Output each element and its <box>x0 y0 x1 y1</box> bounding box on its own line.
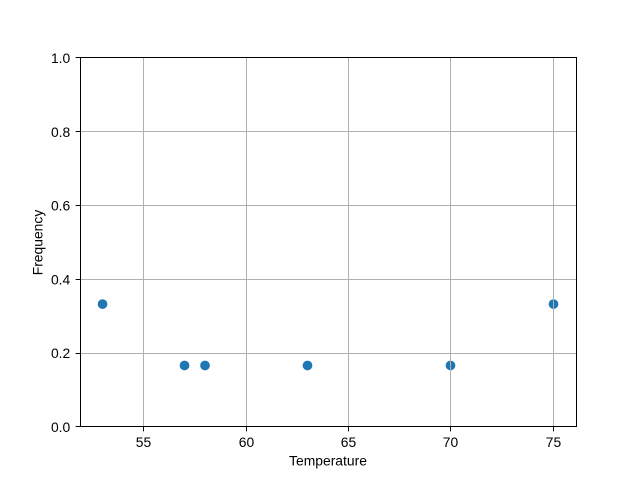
svg-text:Temperature: Temperature <box>289 452 367 468</box>
svg-text:55: 55 <box>136 434 152 450</box>
svg-text:60: 60 <box>239 434 255 450</box>
svg-text:70: 70 <box>443 434 459 450</box>
svg-text:0.8: 0.8 <box>51 124 71 140</box>
svg-text:0.6: 0.6 <box>51 198 71 214</box>
svg-text:65: 65 <box>341 434 357 450</box>
svg-text:75: 75 <box>546 434 562 450</box>
svg-text:1.0: 1.0 <box>51 50 71 66</box>
svg-text:0.0: 0.0 <box>51 419 71 435</box>
svg-text:0.4: 0.4 <box>51 271 71 287</box>
svg-text:0.2: 0.2 <box>51 345 71 361</box>
svg-text:Frequency: Frequency <box>30 210 46 276</box>
